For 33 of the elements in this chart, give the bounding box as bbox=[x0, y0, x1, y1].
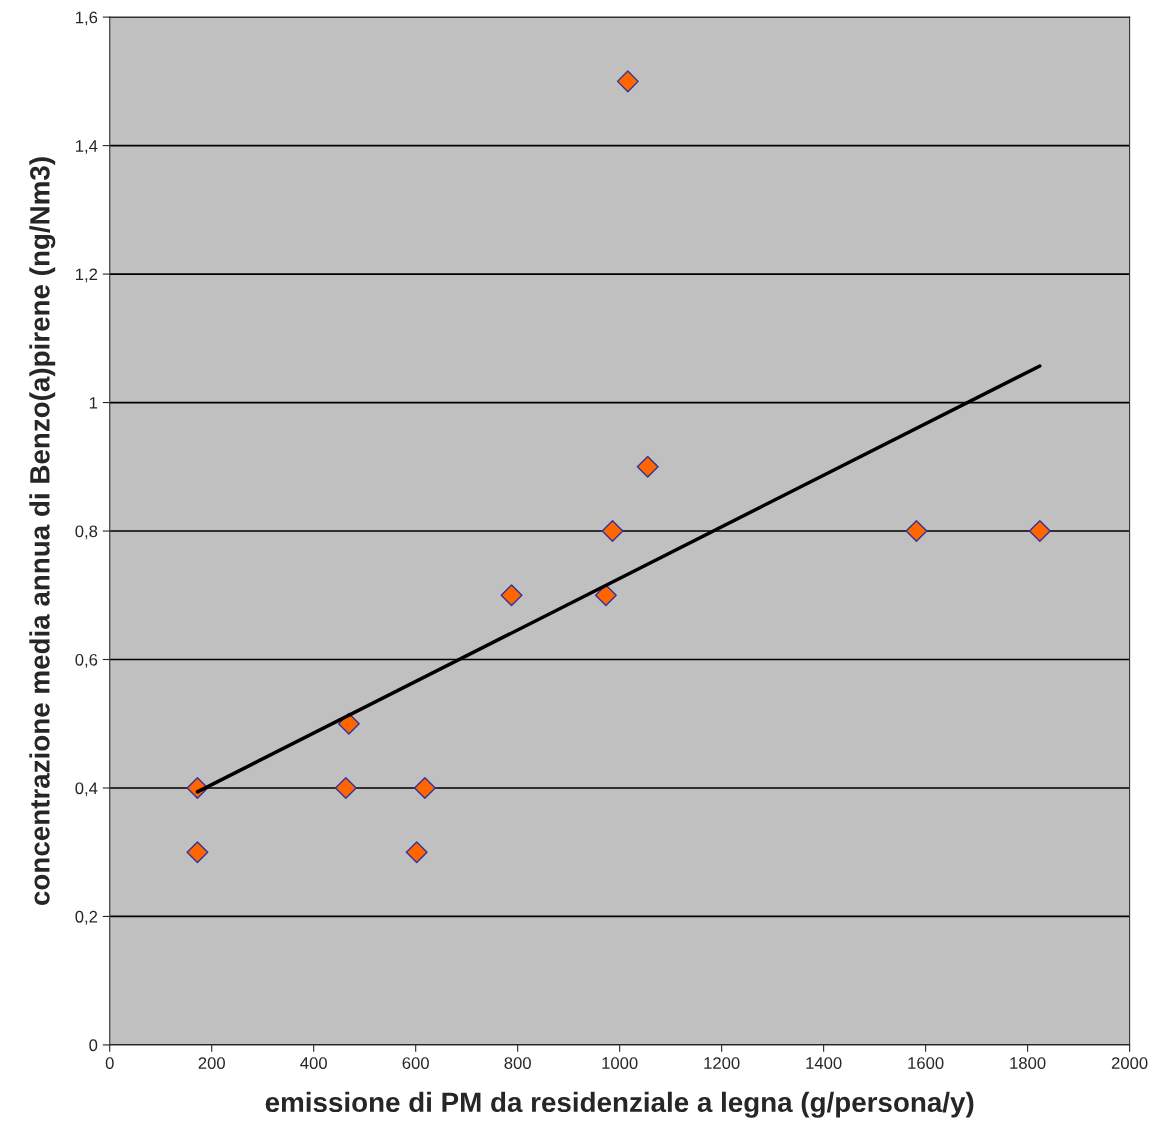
x-tick-label: 2000 bbox=[1111, 1057, 1148, 1069]
x-axis-title: emissione di PM da residenziale a legna (g/persona/y) bbox=[265, 1091, 974, 1118]
x-tick-label: 200 bbox=[198, 1057, 225, 1069]
y-tick-label: 1,6 bbox=[76, 11, 98, 26]
point bbox=[601, 520, 624, 543]
point bbox=[594, 584, 617, 607]
x-tick-label: 800 bbox=[504, 1057, 531, 1069]
point bbox=[636, 455, 659, 478]
x-tick-label: 1200 bbox=[704, 1057, 740, 1069]
point bbox=[616, 70, 639, 93]
y-tick-label: 0,8 bbox=[75, 525, 98, 540]
point bbox=[405, 841, 428, 864]
x-tick-label: 1400 bbox=[806, 1057, 842, 1069]
y-tick-label: 0 bbox=[89, 1039, 98, 1052]
point bbox=[1028, 520, 1051, 543]
y-tick-label: 1,2 bbox=[76, 268, 98, 283]
x-tick-label: 400 bbox=[300, 1057, 327, 1069]
y-tick-label: 0,4 bbox=[75, 782, 98, 797]
point bbox=[413, 776, 436, 799]
point bbox=[186, 841, 209, 864]
y-tick-label: 0,6 bbox=[75, 653, 98, 668]
y-tick-label: 1 bbox=[89, 397, 98, 409]
x-tick-label: 600 bbox=[402, 1057, 429, 1069]
point bbox=[905, 520, 928, 543]
x-tick-label: 1800 bbox=[1010, 1057, 1046, 1069]
x-tick-label: 1000 bbox=[602, 1057, 638, 1069]
x-tick-label: 0 bbox=[105, 1057, 114, 1069]
point bbox=[334, 776, 357, 799]
x-tick-label: 1600 bbox=[908, 1057, 944, 1069]
y-tick-label: 1,4 bbox=[76, 140, 98, 154]
y-axis-title: concentrazione media annua di Benzo(a)pirene (ng/Nm3) bbox=[29, 157, 56, 905]
y-tick-label: 0,2 bbox=[75, 910, 98, 925]
point bbox=[500, 584, 523, 607]
